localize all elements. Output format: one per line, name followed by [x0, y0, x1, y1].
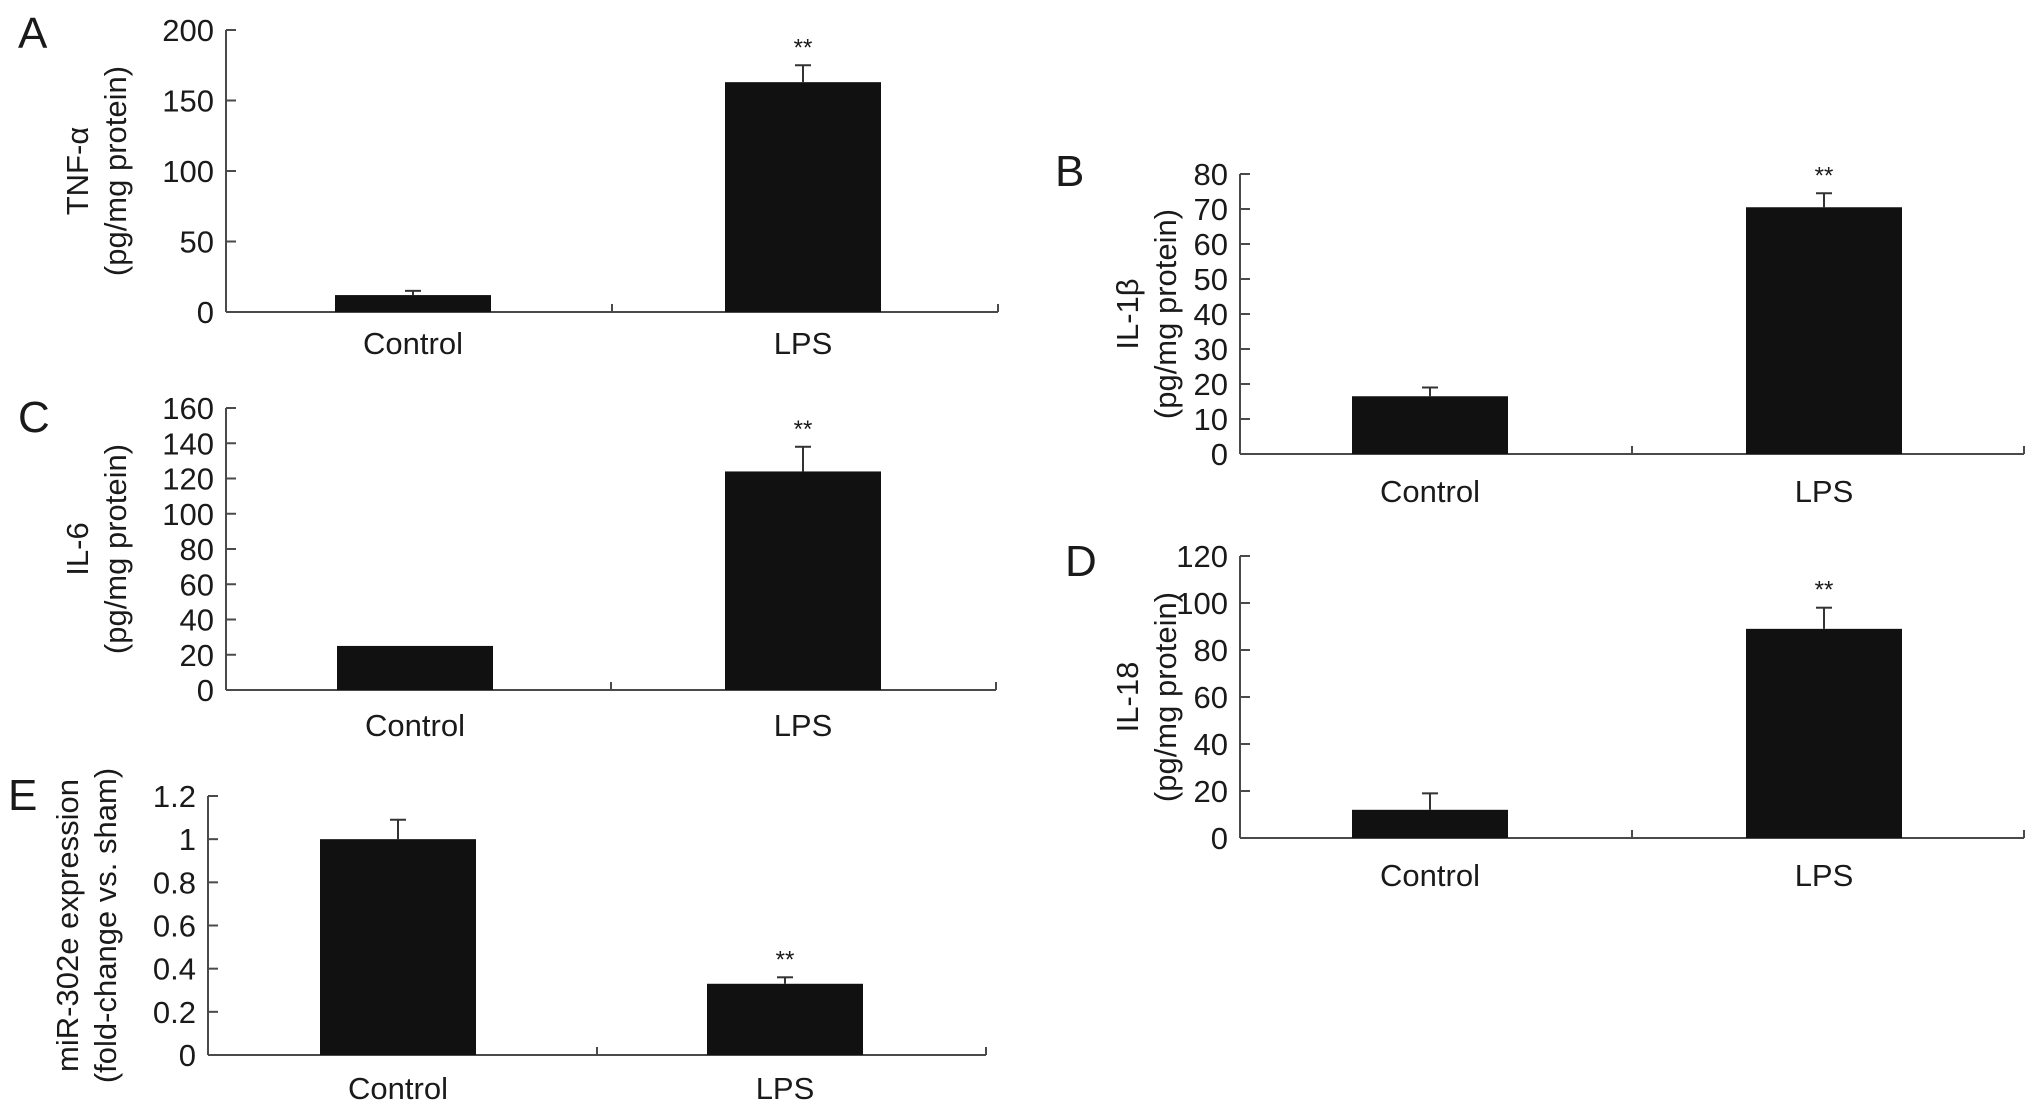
panel-d-ytick-label: 80 — [1194, 633, 1228, 668]
panel-e-ytick-label: 0 — [179, 1038, 196, 1073]
panel-c-category-label: LPS — [774, 708, 833, 743]
panel-a-significance-lps: ** — [794, 34, 813, 61]
panel-c-ytick-label: 160 — [162, 391, 214, 426]
panel-a-ytick-label: 100 — [162, 154, 214, 189]
panel-b-ytick-label: 40 — [1194, 297, 1228, 332]
panel-e-bar-control — [320, 839, 476, 1055]
panel-c-ylabel-unit: (pg/mg protein) — [98, 444, 133, 654]
panel-c-ytick-label: 100 — [162, 497, 214, 532]
panel-b-letter: B — [1055, 147, 1084, 196]
panel-a-ytick-label: 50 — [180, 225, 214, 260]
panel-b-ytick-label: 30 — [1194, 332, 1228, 367]
panel-b-ytick-label: 70 — [1194, 192, 1228, 227]
panel-b-ytick-label: 60 — [1194, 227, 1228, 262]
panel-a-ylabel: TNF-α — [60, 127, 95, 216]
panel-d-letter: D — [1065, 537, 1097, 586]
panel-c-ytick-label: 80 — [180, 532, 214, 567]
panel-a-ytick-label: 150 — [162, 84, 214, 119]
panel-c-letter: C — [18, 393, 50, 442]
panel-c-ylabel: IL-6 — [60, 522, 95, 575]
panel-d-ytick-label: 60 — [1194, 680, 1228, 715]
panel-d-ytick-label: 40 — [1194, 727, 1228, 762]
panel-b-category-label: Control — [1380, 474, 1480, 509]
panel-a-ytick-label: 200 — [162, 13, 214, 48]
panel-a-ylabel-unit: (pg/mg protein) — [98, 66, 133, 276]
panel-a-bar-lps — [725, 82, 881, 312]
panel-e-ytick-label: 0.6 — [153, 909, 196, 944]
panel-c-ytick-label: 140 — [162, 426, 214, 461]
panel-a-ytick-label: 0 — [197, 295, 214, 330]
panel-e-category-label: Control — [348, 1071, 448, 1106]
panel-b-ylabel-unit: (pg/mg protein) — [1148, 209, 1183, 419]
panel-b-significance-lps: ** — [1815, 162, 1834, 189]
panel-e-ytick-label: 1.2 — [153, 779, 196, 814]
panel-e-significance-lps: ** — [776, 946, 795, 973]
panel-d-category-label: Control — [1380, 858, 1480, 893]
panel-b-ytick-label: 80 — [1194, 157, 1228, 192]
panel-a-letter: A — [18, 9, 48, 58]
panel-d-bar-control — [1352, 809, 1508, 838]
panel-d-significance-lps: ** — [1815, 577, 1834, 604]
panel-d-ytick-label: 0 — [1211, 821, 1228, 856]
panel-c-ytick-label: 60 — [180, 567, 214, 602]
panel-e-ylabel: miR-302e expression — [50, 779, 85, 1072]
panel-c-ytick-label: 20 — [180, 638, 214, 673]
panel-d-ylabel: IL-18 — [1110, 662, 1145, 733]
panel-a-bar-control — [335, 295, 491, 312]
panel-b-ytick-label: 10 — [1194, 402, 1228, 437]
panel-c-bar-lps — [725, 471, 881, 690]
panel-b-bar-lps — [1746, 207, 1902, 454]
panel-e-ytick-label: 0.2 — [153, 995, 196, 1030]
panel-b-ytick-label: 50 — [1194, 262, 1228, 297]
panel-b-category-label: LPS — [1795, 474, 1854, 509]
panel-b-ylabel: IL-1β — [1110, 278, 1145, 349]
panel-e-ytick-label: 1 — [179, 822, 196, 857]
panel-e-category-label: LPS — [756, 1071, 815, 1106]
panel-d-category-label: LPS — [1795, 858, 1854, 893]
panel-a-category-label: Control — [363, 326, 463, 361]
panel-d-ytick-label: 100 — [1176, 586, 1228, 621]
panel-b-ytick-label: 20 — [1194, 367, 1228, 402]
panel-c-ytick-label: 120 — [162, 462, 214, 497]
panel-e-ytick-label: 0.4 — [153, 952, 196, 987]
panel-c-significance-lps: ** — [794, 416, 813, 443]
panel-a-category-label: LPS — [774, 326, 833, 361]
panel-c-category-label: Control — [365, 708, 465, 743]
panel-b-ytick-label: 0 — [1211, 437, 1228, 472]
panel-d-ytick-label: 120 — [1176, 539, 1228, 574]
panel-e-ylabel-unit: (fold-change vs. sham) — [88, 768, 123, 1083]
panel-b-bar-control — [1352, 396, 1508, 454]
panel-e-letter: E — [8, 771, 37, 820]
panel-e-ytick-label: 0.8 — [153, 865, 196, 900]
panel-e-bar-lps — [707, 983, 863, 1055]
panel-d-ytick-label: 20 — [1194, 774, 1228, 809]
panel-c-bar-control — [337, 645, 493, 690]
panel-d-bar-lps — [1746, 628, 1902, 838]
panel-c-ytick-label: 40 — [180, 603, 214, 638]
panel-d-ylabel-unit: (pg/mg protein) — [1148, 592, 1183, 802]
panel-c-ytick-label: 0 — [197, 673, 214, 708]
